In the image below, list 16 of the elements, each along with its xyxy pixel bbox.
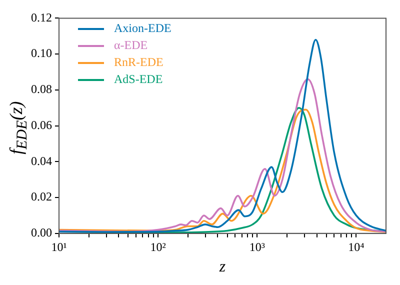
legend-label: Axion-EDE [114, 21, 172, 36]
y-tick-label: 0.00 [31, 226, 52, 240]
x-tick-label: 10¹ [51, 240, 68, 254]
y-tick-label: 0.10 [31, 46, 52, 60]
legend-label: α-EDE [114, 38, 148, 53]
y-tick-label: 0.04 [31, 154, 52, 168]
y-tick-label: 0.12 [31, 10, 52, 24]
y-tick-label: 0.02 [31, 190, 52, 204]
x-axis-title: z [218, 258, 226, 276]
x-tick-label: 10⁴ [348, 240, 364, 254]
legend-label: RnR-EDE [114, 55, 164, 70]
y-tick-label: 0.06 [31, 118, 52, 132]
x-tick-label: 10² [150, 240, 166, 254]
legend-label: AdS-EDE [114, 72, 163, 87]
x-tick-label: 10³ [249, 240, 266, 254]
y-tick-label: 0.08 [31, 82, 52, 96]
